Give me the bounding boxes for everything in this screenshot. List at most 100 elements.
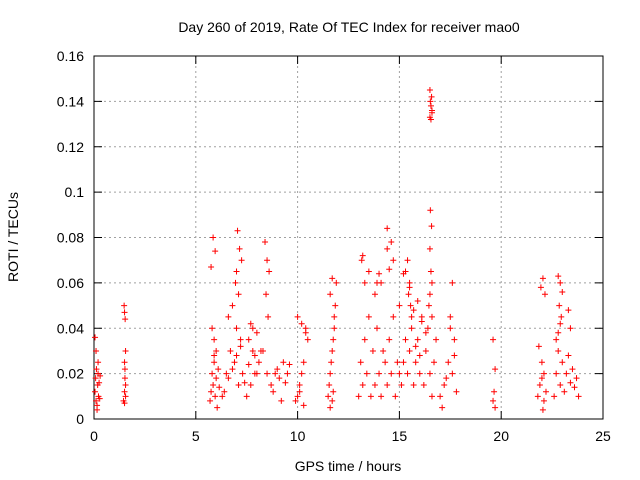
data-point — [422, 347, 429, 354]
data-point — [558, 313, 565, 320]
data-point — [207, 397, 214, 404]
data-point — [553, 370, 560, 377]
data-point — [94, 406, 101, 413]
data-point — [225, 313, 232, 320]
data-point — [441, 381, 448, 388]
data-point — [300, 359, 307, 366]
data-point — [331, 325, 338, 332]
data-point — [535, 343, 542, 350]
data-point — [304, 336, 311, 343]
data-point — [567, 325, 574, 332]
data-point — [557, 279, 564, 286]
data-point — [266, 268, 273, 275]
data-point — [122, 381, 129, 388]
y-tick-label: 0.14 — [57, 93, 84, 109]
data-point — [216, 384, 223, 391]
data-point — [233, 325, 240, 332]
data-point — [231, 359, 238, 366]
data-point — [121, 388, 128, 395]
data-point — [211, 359, 218, 366]
data-point — [426, 87, 433, 94]
data-point — [490, 336, 497, 343]
data-point — [274, 366, 281, 373]
data-point — [121, 359, 128, 366]
data-point — [404, 370, 411, 377]
data-point — [361, 336, 368, 343]
data-point — [210, 234, 217, 241]
data-point — [278, 397, 285, 404]
data-point — [97, 372, 104, 379]
data-point — [247, 320, 254, 327]
data-point — [453, 388, 460, 395]
data-point — [428, 109, 435, 116]
data-point — [427, 268, 434, 275]
data-point — [445, 359, 452, 366]
data-point — [357, 359, 364, 366]
data-point — [212, 248, 219, 255]
data-point — [404, 257, 411, 264]
data-point — [215, 366, 222, 373]
data-point — [329, 397, 336, 404]
data-point — [229, 302, 236, 309]
data-point — [559, 359, 566, 366]
data-point — [332, 302, 339, 309]
data-point — [328, 359, 335, 366]
data-point — [92, 388, 99, 395]
data-point — [575, 393, 582, 400]
data-point — [363, 370, 370, 377]
data-point — [262, 239, 269, 246]
data-point — [282, 379, 289, 386]
data-point — [330, 388, 337, 395]
data-point — [214, 404, 221, 411]
data-point — [538, 359, 545, 366]
data-point — [426, 245, 433, 252]
data-point — [388, 370, 395, 377]
data-point — [298, 320, 305, 327]
data-point — [555, 329, 562, 336]
data-point — [553, 336, 560, 343]
data-point — [284, 370, 291, 377]
data-point — [428, 223, 435, 230]
data-point — [428, 93, 435, 100]
data-point — [384, 381, 391, 388]
data-point — [264, 257, 271, 264]
data-point — [213, 375, 220, 382]
data-point — [402, 336, 409, 343]
data-point — [427, 102, 434, 109]
data-point — [559, 288, 566, 295]
y-tick-label: 0.1 — [65, 184, 85, 200]
data-point — [394, 359, 401, 366]
data-point — [569, 366, 576, 373]
data-point — [378, 393, 385, 400]
data-point — [537, 284, 544, 291]
data-point — [223, 370, 230, 377]
data-point — [408, 325, 415, 332]
data-point — [229, 366, 236, 373]
data-point — [93, 397, 100, 404]
data-point — [416, 370, 423, 377]
data-point — [249, 325, 256, 332]
data-point — [251, 352, 258, 359]
x-tick-label: 25 — [595, 428, 611, 444]
data-point — [302, 329, 309, 336]
data-point — [355, 393, 362, 400]
data-point — [292, 397, 299, 404]
data-point — [121, 309, 128, 316]
data-point — [551, 393, 558, 400]
data-point — [208, 263, 215, 270]
data-point — [122, 316, 129, 323]
data-point — [539, 275, 546, 282]
data-point — [433, 336, 440, 343]
data-point — [437, 393, 444, 400]
data-point — [541, 291, 548, 298]
data-point — [565, 307, 572, 314]
x-tick-labels: 0 5 10 15 20 25 — [90, 428, 611, 444]
data-point — [406, 347, 413, 354]
data-point — [245, 361, 252, 368]
data-point — [425, 302, 432, 309]
data-point — [388, 239, 395, 246]
data-point — [396, 302, 403, 309]
data-point — [236, 245, 243, 252]
data-point — [405, 291, 412, 298]
data-point — [92, 375, 99, 382]
